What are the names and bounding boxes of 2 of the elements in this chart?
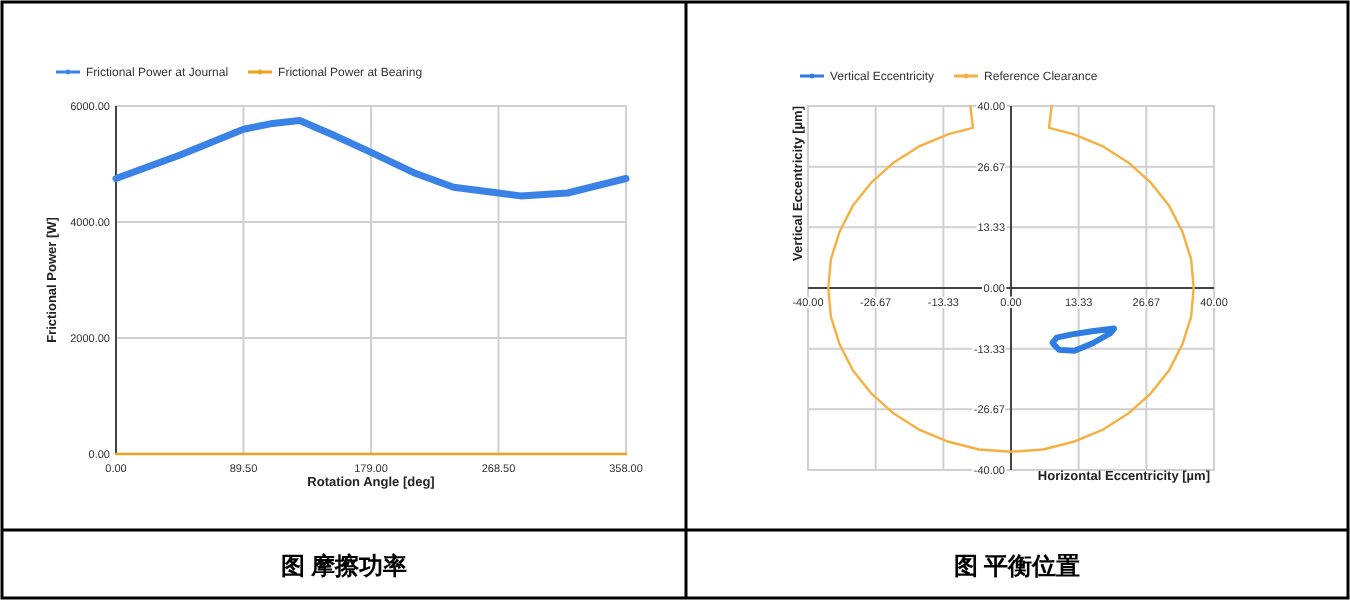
text: 图 摩擦功率 (280, 552, 408, 580)
text: 图 平衡位置 (953, 552, 1081, 580)
